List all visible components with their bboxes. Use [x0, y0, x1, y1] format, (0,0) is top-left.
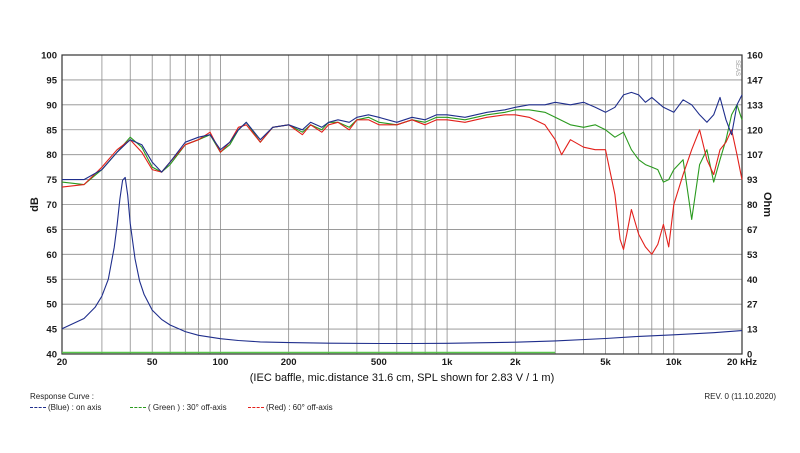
y-left-tick-label: 55 — [46, 275, 57, 286]
off-axis-30-curve — [61, 104, 743, 220]
legend-label-red: (Red) : 60° off-axis — [266, 403, 333, 412]
legend-title: Response Curve : — [30, 392, 95, 401]
y-right-tick-label: 13 — [747, 325, 758, 336]
y-right-tick-label: 0 — [747, 350, 752, 361]
y-left-tick-label: 65 — [46, 225, 57, 236]
seas-watermark: SEAS — [734, 60, 740, 76]
y-right-axis-title: Ohm — [761, 192, 773, 217]
legend-label-green: ( Green ) : 30° off-axis — [148, 403, 227, 412]
y-right-tick-label: 27 — [747, 300, 758, 311]
y-right-tick-label: 133 — [747, 100, 763, 111]
x-tick-label: 5k — [600, 357, 611, 368]
y-left-tick-label: 50 — [46, 300, 57, 311]
y-left-tick-label: 80 — [46, 150, 57, 161]
off-axis-60-curve — [61, 114, 743, 255]
impedance-curve — [61, 176, 743, 345]
legend-item-blue: (Blue) : on axis — [30, 403, 101, 412]
x-tick-label: 200 — [281, 357, 297, 368]
legend-swatch-blue — [30, 407, 46, 408]
y-right-tick-label: 53 — [747, 250, 758, 261]
x-tick-label: 2k — [510, 357, 521, 368]
plot-frame — [61, 54, 743, 355]
x-tick-label: 100 — [213, 357, 229, 368]
x-tick-label: 20 kHz — [727, 357, 757, 368]
x-tick-label: 500 — [371, 357, 387, 368]
legend-label-blue: (Blue) : on axis — [48, 403, 102, 412]
y-right-tick-label: 93 — [747, 175, 758, 186]
on-axis-curve — [62, 91, 743, 181]
y-left-tick-label: 60 — [46, 250, 57, 261]
y-right-tick-label: 160 — [747, 51, 763, 62]
legend-swatch-green — [130, 407, 146, 408]
x-tick-label: 20 — [57, 357, 68, 368]
x-tick-label: 1k — [442, 357, 453, 368]
y-left-axis-title: dB — [29, 197, 41, 212]
y-left-tick-label: 40 — [46, 350, 57, 361]
x-tick-label: 50 — [147, 357, 158, 368]
y-right-tick-label: 107 — [747, 150, 763, 161]
y-right-tick-label: 147 — [747, 75, 763, 86]
legend-item-green: ( Green ) : 30° off-axis — [130, 403, 227, 412]
y-right-tick-label: 40 — [747, 275, 758, 286]
y-left-tick-label: 85 — [46, 125, 57, 136]
y-left-tick-label: 90 — [46, 100, 57, 111]
legend-swatch-red — [248, 407, 264, 408]
y-left-tick-label: 45 — [46, 325, 57, 336]
y-right-tick-label: 80 — [747, 200, 758, 211]
chart-caption: (IEC baffle, mic.distance 31.6 cm, SPL s… — [250, 372, 554, 384]
y-left-tick-label: 75 — [46, 175, 57, 186]
y-right-tick-label: 67 — [747, 225, 758, 236]
legend-item-red: (Red) : 60° off-axis — [248, 403, 333, 412]
y-left-tick-label: 70 — [46, 200, 57, 211]
y-left-tick-label: 100 — [41, 51, 57, 62]
y-right-tick-label: 120 — [747, 125, 763, 136]
x-tick-label: 10k — [666, 357, 683, 368]
revision-label: REV. 0 (11.10.2020) — [704, 392, 776, 401]
y-left-tick-label: 95 — [46, 75, 57, 86]
